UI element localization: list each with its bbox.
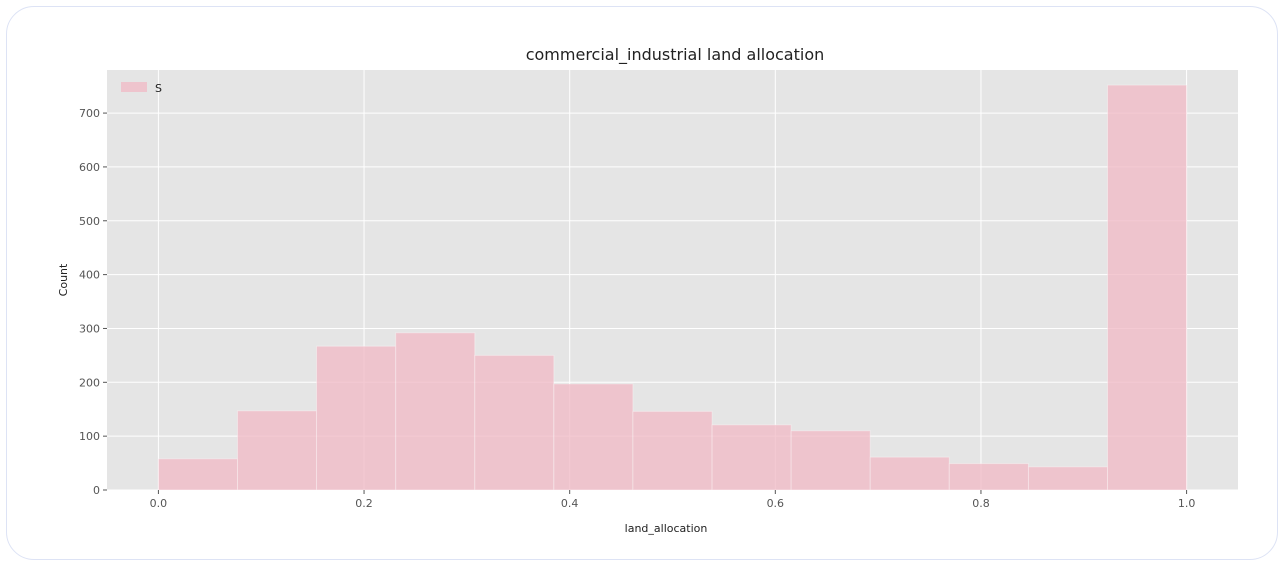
x-tick-label: 1.0 — [1178, 497, 1196, 510]
legend-label: S — [155, 82, 162, 95]
y-tick-label: 0 — [93, 484, 100, 497]
histogram-bar — [395, 332, 476, 491]
y-tick-label: 300 — [79, 322, 100, 335]
y-axis: 0 100 200 300 400 500 600 700 — [79, 107, 107, 497]
histogram-bar — [157, 458, 238, 491]
x-tick-label: 0.8 — [972, 497, 990, 510]
histogram-bar — [948, 463, 1029, 491]
histogram-bar — [236, 410, 318, 491]
x-axis-label: land_allocation — [625, 522, 708, 535]
histogram-bar — [790, 430, 871, 491]
legend: S — [121, 82, 162, 95]
x-axis: 0.0 0.2 0.4 0.6 0.8 1.0 — [150, 490, 1196, 510]
x-tick-label: 0.0 — [150, 497, 168, 510]
x-tick-label: 0.6 — [767, 497, 785, 510]
histogram-bar — [1107, 84, 1188, 491]
chart-title: commercial_industrial land allocation — [526, 45, 825, 65]
y-tick-label: 500 — [79, 215, 100, 228]
histogram-bar — [1027, 466, 1109, 491]
y-tick-label: 600 — [79, 161, 100, 174]
histogram-bar — [711, 424, 792, 491]
histogram-bar — [632, 410, 713, 491]
x-tick-label: 0.2 — [355, 497, 373, 510]
x-tick-label: 0.4 — [561, 497, 579, 510]
y-tick-label: 200 — [79, 376, 100, 389]
bars — [157, 84, 1188, 491]
y-tick-label: 700 — [79, 107, 100, 120]
histogram-bar — [474, 354, 555, 491]
histogram-bar — [553, 383, 634, 491]
histogram-bar — [316, 345, 397, 491]
y-tick-label: 400 — [79, 269, 100, 282]
y-tick-label: 100 — [79, 430, 100, 443]
legend-swatch — [121, 82, 147, 92]
y-axis-label: Count — [57, 263, 70, 296]
histogram-bar — [869, 456, 950, 491]
